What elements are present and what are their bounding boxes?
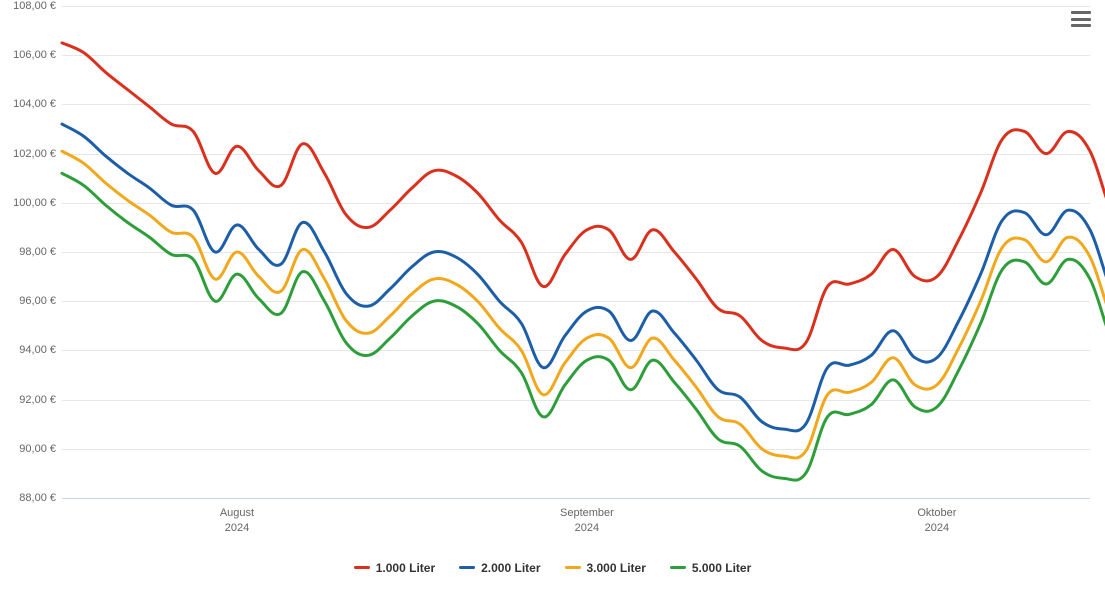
legend-item[interactable]: 5.000 Liter [670,561,751,575]
series-line [62,173,1105,480]
legend-swatch [670,566,686,569]
y-tick-label: 96,00 € [19,295,62,307]
legend-swatch [565,566,581,569]
legend-item[interactable]: 2.000 Liter [459,561,540,575]
legend-item[interactable]: 1.000 Liter [354,561,435,575]
y-tick-label: 92,00 € [19,394,62,406]
series-lines [62,6,1090,498]
series-line [62,43,1105,350]
x-tick-label: August2024 [220,498,254,536]
y-tick-label: 88,00 € [19,492,62,504]
legend-item[interactable]: 3.000 Liter [565,561,646,575]
y-tick-label: 90,00 € [19,443,62,455]
y-tick-label: 100,00 € [13,197,62,209]
price-line-chart: 88,00 € 90,00 € 92,00 € 94,00 € 96,00 € 98,00… [0,0,1105,603]
y-tick-label: 104,00 € [13,98,62,110]
y-tick-label: 102,00 € [13,148,62,160]
legend-label: 3.000 Liter [587,561,646,575]
legend-label: 1.000 Liter [376,561,435,575]
legend-swatch [459,566,475,569]
legend-label: 2.000 Liter [481,561,540,575]
legend-label: 5.000 Liter [692,561,751,575]
y-tick-label: 94,00 € [19,344,62,356]
legend: 1.000 Liter 2.000 Liter 3.000 Liter 5.000 L… [0,556,1105,575]
y-tick-label: 108,00 € [13,0,62,12]
y-tick-label: 98,00 € [19,246,62,258]
x-tick-label: September2024 [560,498,614,536]
plot-area: 88,00 €90,00 €92,00 €94,00 €96,00 €98,00… [62,6,1090,498]
x-tick-label: Oktober2024 [917,498,956,536]
y-tick-label: 106,00 € [13,49,62,61]
legend-swatch [354,566,370,569]
series-line [62,151,1105,458]
